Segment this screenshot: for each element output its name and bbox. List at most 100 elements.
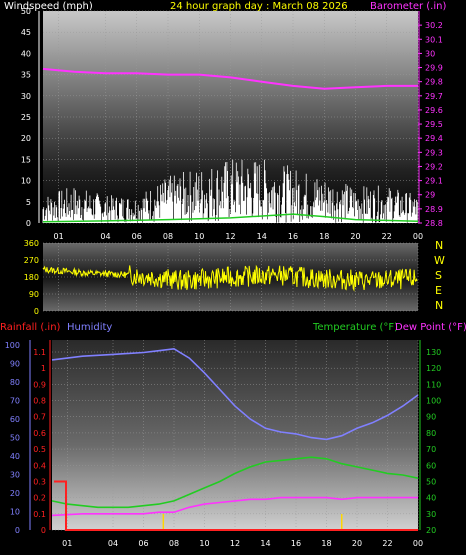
humidity-axis-label: Humidity <box>67 322 112 333</box>
dir-label-e: E <box>435 284 442 297</box>
barometer-series <box>42 67 418 90</box>
chart-title: 24 hour graph day : March 08 2026 <box>170 1 348 12</box>
temp-ytick-5: 70 <box>426 445 436 454</box>
barometer-ytick-6: 29.4 <box>425 134 443 143</box>
rainfall-axis-label: Rainfall (.in) <box>0 322 61 333</box>
top-xtick-10: 22 <box>382 232 392 241</box>
windspeed-ytick-9: 45 <box>21 28 31 37</box>
temp-ytick-6: 80 <box>426 429 436 438</box>
humidity-ytick-2: 20 <box>10 489 20 498</box>
rain-ytick-11: 1.1 <box>33 348 46 357</box>
top-xtick-9: 20 <box>350 232 360 241</box>
dewpoint-axis-label: Dew Point (°F) <box>395 322 466 333</box>
humidity-ytick-9: 90 <box>10 360 20 369</box>
temp-ytick-8: 100 <box>426 397 441 406</box>
rain-ytick-0: 0 <box>41 526 46 535</box>
temp-ytick-1: 30 <box>426 510 436 519</box>
bottom-xtick-3: 08 <box>169 539 179 548</box>
barometer-ytick-1: 28.9 <box>425 205 443 214</box>
barometer-ytick-9: 29.7 <box>425 92 443 101</box>
top-xtick-7: 16 <box>288 232 298 241</box>
windspeed-ytick-5: 25 <box>21 113 31 122</box>
barometer-ytick-14: 30.2 <box>425 21 443 30</box>
temp-ytick-0: 20 <box>426 526 436 535</box>
humidity-ytick-7: 70 <box>10 397 20 406</box>
windspeed-ytick-6: 30 <box>21 92 31 101</box>
bottom-xtick-9: 20 <box>352 539 362 548</box>
windspeed-axis-label: Windspeed (mph) <box>4 1 93 12</box>
barometer-ytick-11: 29.9 <box>425 64 443 73</box>
top-xtick-2: 06 <box>132 232 142 241</box>
barometer-ytick-10: 29.8 <box>425 78 443 87</box>
top-xtick-0: 01 <box>54 232 64 241</box>
windspeed-ytick-4: 20 <box>21 134 31 143</box>
dir-ytick-0: 0 <box>34 307 39 316</box>
temp-ytick-9: 110 <box>426 380 441 389</box>
rain-ytick-1: 0.1 <box>33 510 46 519</box>
windspeed-ytick-8: 40 <box>21 49 31 58</box>
rain-ytick-9: 0.9 <box>33 380 46 389</box>
top-xtick-1: 04 <box>100 232 110 241</box>
windspeed-ytick-2: 10 <box>21 177 31 186</box>
rain-ytick-6: 0.6 <box>33 429 46 438</box>
rain-ytick-7: 0.7 <box>33 413 46 422</box>
top-xtick-5: 12 <box>225 232 235 241</box>
dir-ytick-2: 180 <box>24 273 39 282</box>
barometer-ytick-8: 29.6 <box>425 106 443 115</box>
temp-ytick-7: 90 <box>426 413 436 422</box>
rain-ytick-8: 0.8 <box>33 397 46 406</box>
top-xtick-3: 08 <box>163 232 173 241</box>
rain-ytick-2: 0.2 <box>33 494 46 503</box>
barometer-ytick-3: 29.1 <box>425 177 443 186</box>
rain-ytick-5: 0.5 <box>33 445 46 454</box>
humidity-ytick-6: 60 <box>10 415 20 424</box>
dir-label-s: S <box>435 269 442 282</box>
temperature-series <box>51 456 419 509</box>
humidity-ytick-4: 40 <box>10 452 20 461</box>
windspeed-average-series <box>42 213 419 223</box>
temp-ytick-3: 50 <box>426 477 436 486</box>
temp-ytick-2: 40 <box>426 494 436 503</box>
temp-ytick-4: 60 <box>426 461 436 470</box>
bottom-xtick-1: 04 <box>108 539 118 548</box>
wind-direction-series <box>42 264 418 292</box>
dir-label-n-top: N <box>435 239 443 252</box>
barometer-ytick-2: 29 <box>425 191 435 200</box>
barometer-ytick-7: 29.5 <box>425 120 443 129</box>
bottom-xtick-4: 10 <box>199 539 209 548</box>
humidity-series <box>51 347 419 441</box>
dir-label-n-bottom: N <box>435 299 443 312</box>
barometer-ytick-5: 29.3 <box>425 148 443 157</box>
barometer-ytick-4: 29.2 <box>425 162 443 171</box>
windspeed-ytick-3: 15 <box>21 155 31 164</box>
rain-ytick-10: 1 <box>41 364 46 373</box>
top-xtick-4: 10 <box>194 232 204 241</box>
windspeed-series <box>42 159 418 223</box>
humidity-ytick-0: 0 <box>15 526 20 535</box>
bottom-xtick-2: 06 <box>138 539 148 548</box>
temp-ytick-11: 130 <box>426 348 441 357</box>
humidity-ytick-1: 10 <box>10 508 20 517</box>
bottom-xtick-0: 01 <box>62 539 72 548</box>
dewpoint-series <box>51 496 418 517</box>
barometer-ytick-0: 28.8 <box>425 219 443 228</box>
bottom-xtick-11: 00 <box>413 539 423 548</box>
top-xtick-6: 14 <box>257 232 267 241</box>
windspeed-ytick-10: 50 <box>21 7 31 16</box>
dir-ytick-1: 90 <box>29 290 39 299</box>
bottom-xtick-6: 14 <box>260 539 270 548</box>
bottom-xtick-8: 18 <box>321 539 331 548</box>
dir-label-w: W <box>434 254 445 267</box>
barometer-axis-label: Barometer (.in) <box>370 1 446 12</box>
dir-ytick-3: 270 <box>24 256 39 265</box>
rainfall-series <box>54 480 418 531</box>
bottom-xtick-10: 22 <box>382 539 392 548</box>
barometer-ytick-13: 30.1 <box>425 35 443 44</box>
bottom-xtick-5: 12 <box>230 539 240 548</box>
temp-ytick-10: 120 <box>426 364 441 373</box>
humidity-ytick-10: 100 <box>5 341 20 350</box>
humidity-ytick-8: 80 <box>10 378 20 387</box>
bottom-xtick-7: 16 <box>291 539 301 548</box>
dir-ytick-4: 360 <box>24 239 39 248</box>
